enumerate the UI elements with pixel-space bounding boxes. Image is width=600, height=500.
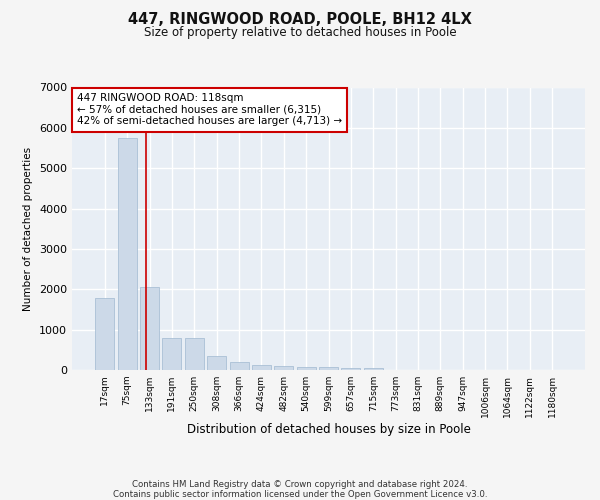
Bar [364, 368, 383, 370]
Bar [185, 338, 204, 370]
Bar [207, 356, 226, 370]
Bar [252, 365, 271, 370]
Text: 447, RINGWOOD ROAD, POOLE, BH12 4LX: 447, RINGWOOD ROAD, POOLE, BH12 4LX [128, 12, 472, 28]
Bar [274, 366, 293, 370]
Text: Contains HM Land Registry data © Crown copyright and database right 2024.
Contai: Contains HM Land Registry data © Crown c… [113, 480, 487, 500]
Y-axis label: Number of detached properties: Number of detached properties [23, 146, 34, 311]
Bar [140, 287, 159, 370]
Text: Size of property relative to detached houses in Poole: Size of property relative to detached ho… [143, 26, 457, 39]
Bar [230, 362, 248, 370]
Bar [95, 298, 115, 370]
Bar [296, 366, 316, 370]
Bar [319, 367, 338, 370]
Bar [341, 368, 361, 370]
Text: 447 RINGWOOD ROAD: 118sqm
← 57% of detached houses are smaller (6,315)
42% of se: 447 RINGWOOD ROAD: 118sqm ← 57% of detac… [77, 93, 342, 126]
Bar [118, 138, 137, 370]
Text: Distribution of detached houses by size in Poole: Distribution of detached houses by size … [187, 422, 471, 436]
Bar [163, 338, 181, 370]
